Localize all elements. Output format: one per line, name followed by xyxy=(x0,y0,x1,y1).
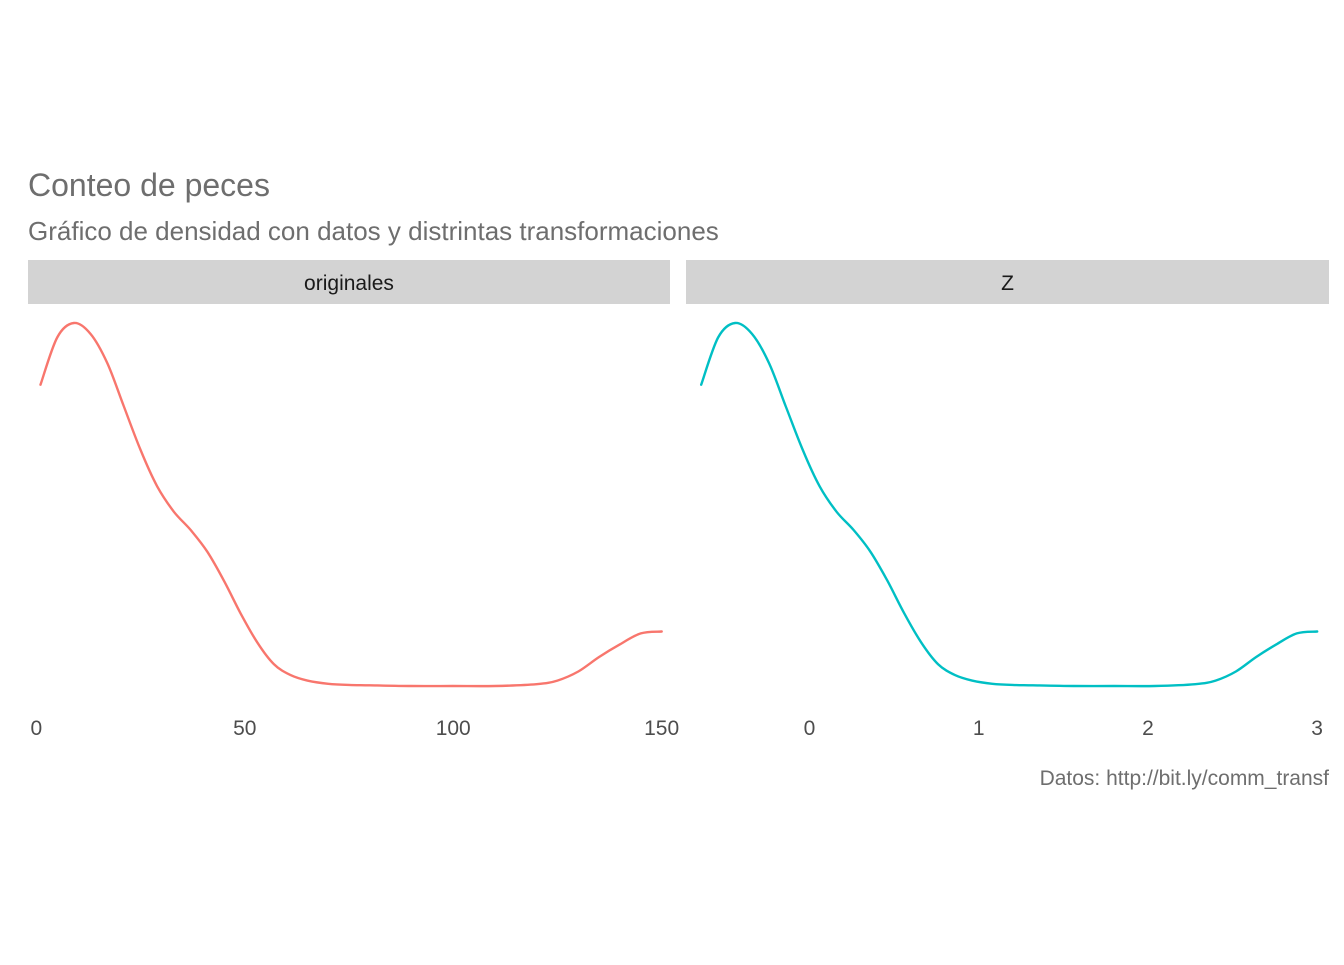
x-tick-label: 0 xyxy=(804,717,816,740)
facet-strip-z xyxy=(686,260,1329,304)
facet-strip-originales xyxy=(28,260,670,304)
facet-label-originales: originales xyxy=(304,272,394,295)
density-line-originales xyxy=(39,321,663,688)
x-tick-label: 2 xyxy=(1142,717,1154,740)
facet-label-z: Z xyxy=(1001,272,1014,295)
x-tick-label: 50 xyxy=(233,717,256,740)
x-tick-label: 150 xyxy=(644,717,679,740)
chart-subtitle: Gráfico de densidad con datos y distrint… xyxy=(28,216,719,246)
facet-panels: originales 0 50 100 150 Z 0 1 2 3 xyxy=(28,260,1329,740)
x-tick-label: 3 xyxy=(1311,717,1323,740)
x-tick-label: 0 xyxy=(30,717,42,740)
x-tick-label: 1 xyxy=(973,717,985,740)
x-tick-label: 100 xyxy=(436,717,471,740)
chart-caption: Datos: http://bit.ly/comm_transf xyxy=(1040,767,1330,790)
density-line-z xyxy=(700,321,1319,688)
chart-title: Conteo de peces xyxy=(28,167,270,203)
